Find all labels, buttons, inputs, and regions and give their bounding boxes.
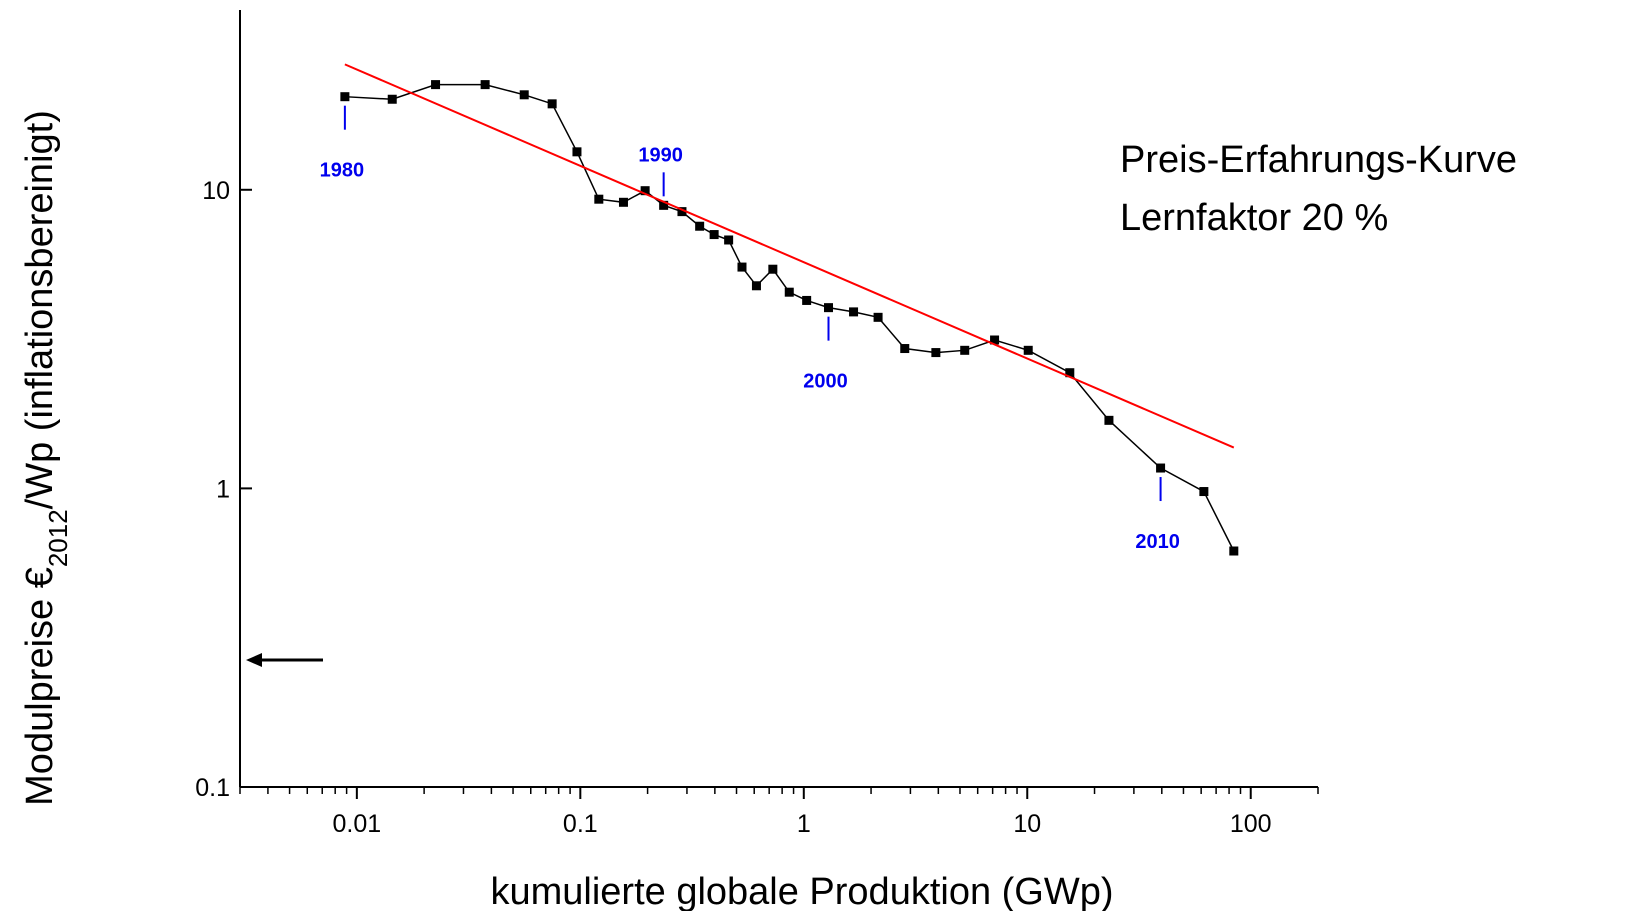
annotation: Preis-Erfahrungs-Kurve — [1120, 139, 1517, 181]
year-label: 1990 — [638, 144, 683, 166]
y-label-sub: 2012 — [43, 509, 73, 567]
marker — [618, 197, 628, 207]
year-label: 2000 — [803, 371, 848, 393]
marker — [659, 200, 669, 210]
y-axis-label: Modulpreise €2012/Wp (inflationsbereinig… — [19, 110, 73, 806]
line — [344, 63, 1235, 449]
marker — [709, 230, 719, 240]
marker — [640, 186, 650, 196]
x-tick-label: 1 — [797, 810, 811, 838]
marker — [990, 335, 1000, 345]
y-label-part: Modulpreise € — [19, 567, 61, 806]
marker — [695, 221, 705, 231]
marker — [1199, 487, 1209, 497]
marker — [824, 303, 834, 313]
marker — [784, 287, 794, 297]
marker — [340, 92, 350, 102]
marker — [387, 94, 397, 104]
marker — [431, 80, 441, 90]
marker — [519, 90, 529, 100]
marker — [594, 194, 604, 204]
marker — [1156, 463, 1166, 473]
year-label: 1980 — [320, 160, 365, 182]
arrow-head — [246, 653, 262, 667]
x-tick-label: 0.1 — [563, 810, 598, 838]
marker — [751, 281, 761, 291]
marker — [849, 307, 859, 317]
marker — [737, 262, 747, 272]
y-tick-label: 0.1 — [195, 774, 230, 802]
y-label-part: /Wp (inflationsbereinigt) — [19, 110, 61, 509]
marker — [1104, 415, 1114, 425]
marker — [1229, 546, 1239, 556]
marker — [724, 235, 734, 245]
marker — [802, 295, 812, 305]
marker — [1065, 368, 1075, 378]
marker — [768, 264, 778, 274]
year-label: 2010 — [1135, 531, 1180, 553]
marker — [873, 312, 883, 322]
x-tick-label: 0.01 — [333, 810, 382, 838]
marker — [931, 348, 941, 358]
marker — [547, 99, 557, 109]
line — [344, 83, 1235, 552]
y-tick-label: 10 — [202, 177, 230, 205]
marker — [677, 207, 687, 217]
marker — [572, 147, 582, 157]
marker — [1023, 345, 1033, 355]
marker — [960, 345, 970, 355]
x-axis-label: kumulierte globale Produktion (GWp) — [490, 871, 1113, 911]
x-tick-label: 10 — [1013, 810, 1041, 838]
marker — [480, 80, 490, 90]
marker — [900, 344, 910, 354]
y-tick-label: 1 — [216, 475, 230, 503]
annotation: Lernfaktor 20 % — [1120, 197, 1388, 239]
x-tick-label: 100 — [1230, 810, 1272, 838]
